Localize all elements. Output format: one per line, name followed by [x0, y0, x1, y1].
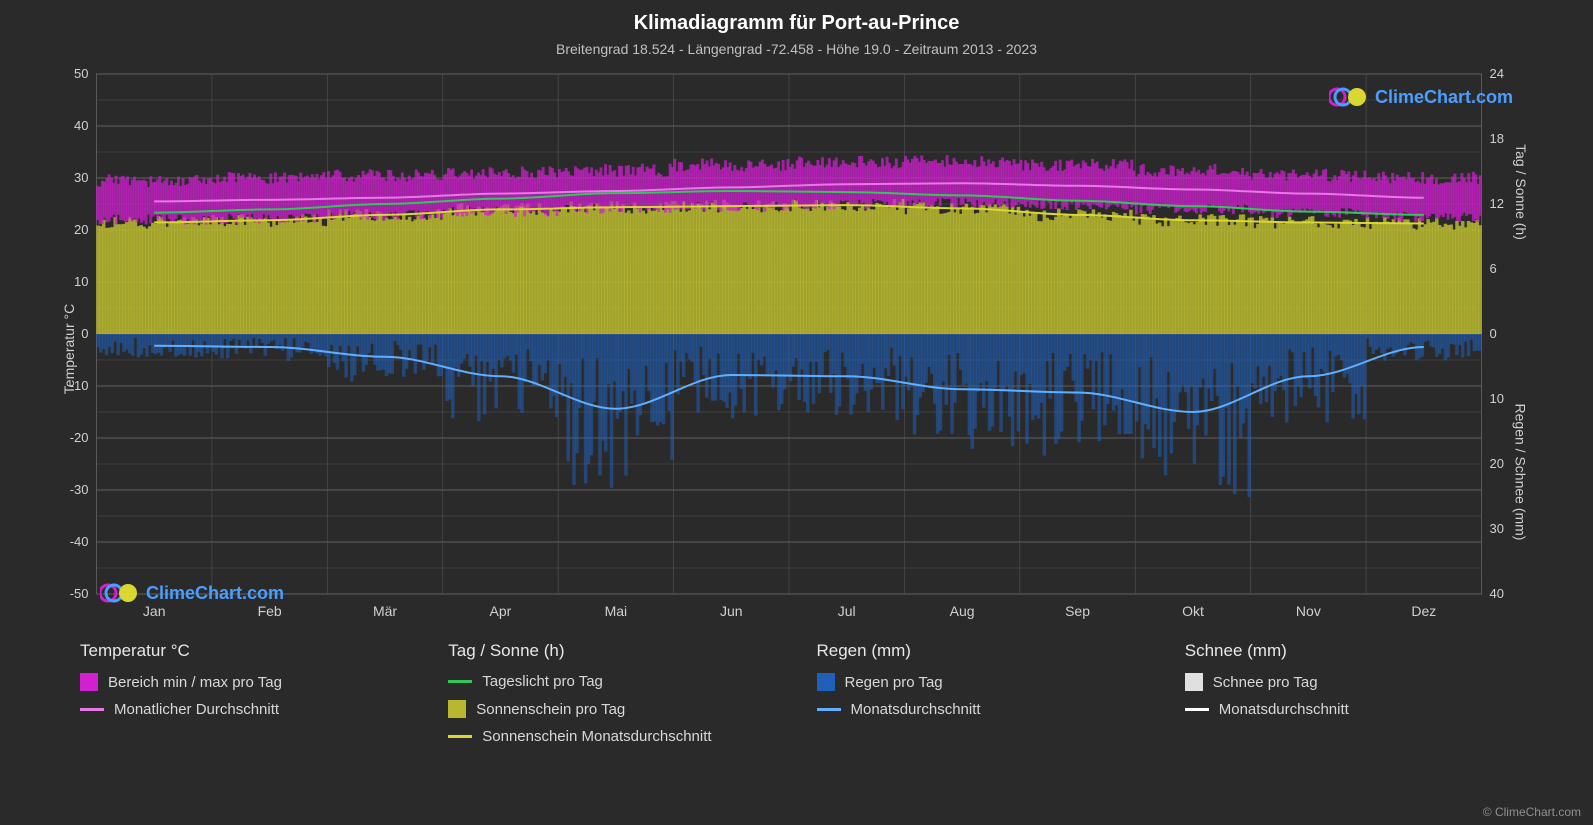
svg-text:-40: -40 [70, 534, 89, 549]
legend-label: Monatsdurchschnitt [1219, 701, 1349, 718]
svg-text:-50: -50 [70, 586, 89, 601]
svg-text:12: 12 [1490, 196, 1504, 211]
svg-text:Mär: Mär [373, 603, 397, 619]
axis-label-right-bottom: Regen / Schnee (mm) [1513, 404, 1529, 541]
legend-swatch [448, 735, 472, 738]
svg-text:Sep: Sep [1065, 603, 1090, 619]
legend-header: Temperatur °C [80, 641, 408, 661]
svg-text:Feb: Feb [258, 603, 282, 619]
svg-text:Apr: Apr [490, 603, 512, 619]
svg-text:-30: -30 [70, 482, 89, 497]
legend-swatch [817, 708, 841, 711]
svg-text:Nov: Nov [1296, 603, 1321, 619]
legend-column: Temperatur °C Bereich min / max pro Tag Mo… [80, 641, 408, 755]
svg-text:Dez: Dez [1411, 603, 1436, 619]
svg-text:0: 0 [81, 326, 88, 341]
axis-label-right-top: Tag / Sonne (h) [1513, 144, 1529, 240]
legend-label: Tageslicht pro Tag [482, 673, 603, 690]
svg-text:20: 20 [1490, 456, 1504, 471]
legend-swatch [448, 680, 472, 683]
legend-item: Tageslicht pro Tag [448, 673, 776, 690]
svg-text:Okt: Okt [1182, 603, 1204, 619]
svg-text:-20: -20 [70, 430, 89, 445]
svg-text:24: 24 [1490, 69, 1504, 81]
svg-text:Mai: Mai [605, 603, 628, 619]
svg-text:40: 40 [74, 118, 88, 133]
svg-text:10: 10 [1490, 391, 1504, 406]
legend-swatch [1185, 708, 1209, 711]
svg-text:Aug: Aug [950, 603, 975, 619]
legend-item: Schnee pro Tag [1185, 673, 1513, 691]
legend-swatch [1185, 673, 1203, 691]
legend-column: Regen (mm) Regen pro Tag Monatsdurchschnit… [817, 641, 1145, 755]
svg-text:Jul: Jul [838, 603, 856, 619]
legend-label: Sonnenschein Monatsdurchschnitt [482, 728, 711, 745]
svg-text:40: 40 [1490, 586, 1504, 601]
legend-swatch [817, 673, 835, 691]
svg-text:30: 30 [1490, 521, 1504, 536]
watermark-text: ClimeChart.com [1375, 87, 1513, 108]
legend-item: Sonnenschein pro Tag [448, 700, 776, 718]
legend-header: Tag / Sonne (h) [448, 641, 776, 661]
legend-column: Schnee (mm) Schnee pro Tag Monatsdurchschn… [1185, 641, 1513, 755]
logo-icon [1329, 85, 1369, 109]
watermark-top: ClimeChart.com [1329, 85, 1513, 109]
axis-label-left: Temperatur °C [61, 304, 77, 394]
legend-item: Bereich min / max pro Tag [80, 673, 408, 691]
copyright: © ClimeChart.com [1483, 805, 1581, 819]
logo-icon [100, 581, 140, 605]
legend-header: Schnee (mm) [1185, 641, 1513, 661]
svg-text:50: 50 [74, 69, 88, 81]
legend: Temperatur °C Bereich min / max pro Tag Mo… [20, 629, 1573, 755]
legend-item: Monatsdurchschnitt [1185, 701, 1513, 718]
svg-text:Jan: Jan [143, 603, 166, 619]
legend-label: Sonnenschein pro Tag [476, 701, 625, 718]
legend-header: Regen (mm) [817, 641, 1145, 661]
svg-text:18: 18 [1490, 131, 1504, 146]
legend-item: Monatlicher Durchschnitt [80, 701, 408, 718]
legend-swatch [448, 700, 466, 718]
watermark-bottom: ClimeChart.com [100, 581, 284, 605]
svg-text:Jun: Jun [720, 603, 743, 619]
legend-swatch [80, 708, 104, 711]
chart-subtitle: Breitengrad 18.524 - Längengrad -72.458 … [20, 41, 1573, 57]
chart-title: Klimadiagramm für Port-au-Prince [20, 12, 1573, 35]
legend-label: Monatlicher Durchschnitt [114, 701, 279, 718]
chart-wrapper: Temperatur °C Tag / Sonne (h) Regen / Sc… [20, 69, 1573, 629]
legend-item: Monatsdurchschnitt [817, 701, 1145, 718]
legend-label: Monatsdurchschnitt [851, 701, 981, 718]
legend-label: Schnee pro Tag [1213, 674, 1318, 691]
svg-text:30: 30 [74, 170, 88, 185]
svg-text:0: 0 [1490, 326, 1497, 341]
legend-label: Bereich min / max pro Tag [108, 674, 282, 691]
svg-text:20: 20 [74, 222, 88, 237]
watermark-text: ClimeChart.com [146, 583, 284, 604]
legend-column: Tag / Sonne (h) Tageslicht pro Tag Sonnens… [448, 641, 776, 755]
legend-label: Regen pro Tag [845, 674, 943, 691]
climate-chart: -50-40-30-20-100102030405006121824102030… [20, 69, 1573, 629]
legend-item: Sonnenschein Monatsdurchschnitt [448, 728, 776, 745]
legend-swatch [80, 673, 98, 691]
svg-text:10: 10 [74, 274, 88, 289]
svg-text:6: 6 [1490, 261, 1497, 276]
legend-item: Regen pro Tag [817, 673, 1145, 691]
